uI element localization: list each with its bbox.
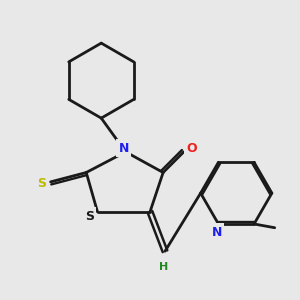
Text: S: S [37, 177, 46, 190]
Text: N: N [212, 226, 222, 239]
Text: N: N [118, 142, 129, 154]
Text: S: S [85, 210, 94, 223]
Text: O: O [187, 142, 197, 154]
Text: H: H [158, 262, 168, 272]
